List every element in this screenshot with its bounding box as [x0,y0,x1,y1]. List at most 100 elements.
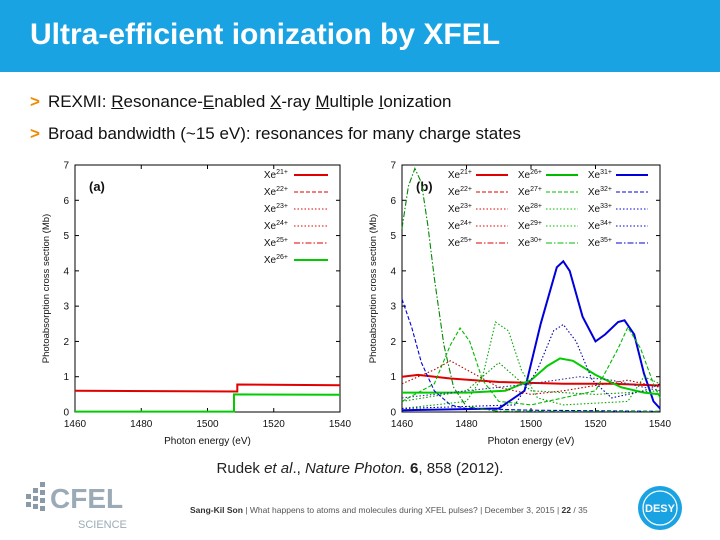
citation-authors: Rudek [216,460,265,477]
series-line-Xe27+ [401,326,661,406]
y-tick-label: 6 [63,196,69,207]
footer-total: / 35 [571,505,588,515]
legend-label: Xe26+ [518,169,542,181]
series-line-Xe26+ [75,393,341,413]
citation-etal: et al [264,460,293,477]
y-tick-label: 5 [390,231,396,242]
cfel-logo-icon [26,482,45,511]
y-tick-label: 2 [390,337,396,348]
acronym-letter: R [111,92,124,111]
cfel-logo-text: CFEL [50,483,123,514]
y-tick-label: 7 [390,161,396,172]
x-axis-label: Photon energy (eV) [488,436,575,447]
y-tick-label: 4 [390,266,396,277]
acronym-letter: X [270,92,282,111]
legend-label: Xe23+ [264,203,288,215]
x-tick-label: 1520 [263,419,286,430]
panel-label: (b) [416,179,433,194]
acronym-rest: esonance- [123,92,203,111]
chart-panel-b: 1460 1480 1500 1520 1540 0 1 2 3 4 5 6 7 Photon energ… [368,161,672,448]
legend-label: Xe28+ [518,203,542,215]
plot-frame [74,164,341,413]
y-tick-label: 1 [390,372,396,383]
title-bar: Ultra-efficient ionization by XFEL [0,0,720,72]
y-tick-label: 0 [390,408,396,419]
series-line-Xe35+ [401,167,661,413]
series-line-Xe31+ [401,259,661,412]
footer-talk-title: What happens to atoms and molecules duri… [249,505,478,515]
footer-sep: | [242,505,250,515]
y-tick-label: 2 [63,337,69,348]
footer-sep: | [477,505,485,515]
legend-label: Xe21+ [448,169,472,181]
bullet-marker-icon: > [30,124,40,143]
series-line-Xe26+ [402,357,661,396]
acronym-rest: ultiple [329,92,379,111]
panel-label: (a) [89,179,105,194]
bullet-bandwidth-text: Broad bandwidth (~15 eV): resonances for… [47,124,521,143]
legend-label: Xe29+ [518,220,542,232]
citation: Rudek et al., Nature Photon. 6, 858 (201… [0,460,720,477]
y-tick-label: 0 [63,408,69,419]
x-tick-label: 1480 [455,419,478,430]
chart-legend: Xe21+ Xe22+ Xe23+ Xe24+ Xe25+ Xe26+ Xe27+ Xe28+… [448,169,648,249]
legend-label: Xe30+ [518,237,542,249]
legend-label: Xe26+ [264,254,288,266]
series-line-Xe23+ [401,360,661,395]
citation-sep: ., [292,460,305,477]
x-tick-label: 1460 [391,419,414,430]
legend-label: Xe34+ [588,220,612,232]
legend-label: Xe22+ [448,186,472,198]
legend-label: Xe32+ [588,186,612,198]
chart-legend: Xe21+ Xe22+ Xe23+ Xe24+ Xe25+ Xe26+ [264,169,328,266]
chart-panel-a: 1460 1480 1500 1520 1540 0 1 2 3 4 5 6 7 Photon energ… [41,161,352,448]
series-line-Xe21+ [401,373,661,387]
acronym-rest: -ray [281,92,316,111]
legend-label: Xe27+ [518,186,542,198]
acronym-letter: M [315,92,330,111]
legend-label: Xe35+ [588,237,612,249]
acronym-rest: onization [383,92,452,111]
bullet-marker-icon: > [30,92,40,111]
bullet-rexmi: > REXMI: Resonance-Enabled X-ray Multiple… [30,92,451,112]
acronym-letter: I [378,92,384,111]
acronym-letter: E [202,92,215,111]
legend-label: Xe23+ [448,203,472,215]
footer-author: Sang-Kil Son [190,505,243,515]
legend-label: Xe33+ [588,203,612,215]
legend-label: Xe22+ [264,186,288,198]
y-tick-label: 6 [390,196,396,207]
series-line-Xe21+ [74,383,341,393]
legend-label: Xe31+ [588,169,612,181]
y-tick-label: 1 [63,372,69,383]
x-tick-label: 1500 [196,419,219,430]
legend-label: Xe21+ [264,169,288,181]
cfel-logo: CFEL SCIENCE [26,482,127,531]
footer-sep: | [554,505,562,515]
slide-title: Ultra-efficient ionization by XFEL [30,18,501,51]
legend-label: Xe25+ [448,237,472,249]
x-tick-label: 1520 [584,419,607,430]
desy-logo: DESY [638,486,682,530]
x-tick-label: 1460 [64,419,87,430]
y-tick-label: 3 [390,302,396,313]
acronym-rest: nabled [214,92,271,111]
desy-logo-text: DESY [645,503,676,515]
cfel-logo-subtext: SCIENCE [78,519,127,531]
series-line-Xe33+ [401,323,661,410]
x-tick-label: 1500 [520,419,543,430]
bullet-rexmi-prefix: REXMI: [47,92,112,111]
x-tick-label: 1540 [649,419,672,430]
citation-volume: 6 [405,460,419,477]
y-tick-label: 5 [63,231,69,242]
footer-date: December 3, 2015 [484,505,555,515]
citation-pages: , 858 (2012). [418,460,504,477]
x-tick-label: 1480 [130,419,153,430]
x-axis-label: Photon energy (eV) [164,436,251,447]
footer-page: 22 [561,505,572,515]
bullet-bandwidth: > Broad bandwidth (~15 eV): resonances fo… [30,124,521,144]
legend-label: Xe25+ [264,237,288,249]
x-tick-label: 1540 [329,419,352,430]
y-tick-label: 4 [63,266,69,277]
desy-logo-circle [638,486,682,530]
